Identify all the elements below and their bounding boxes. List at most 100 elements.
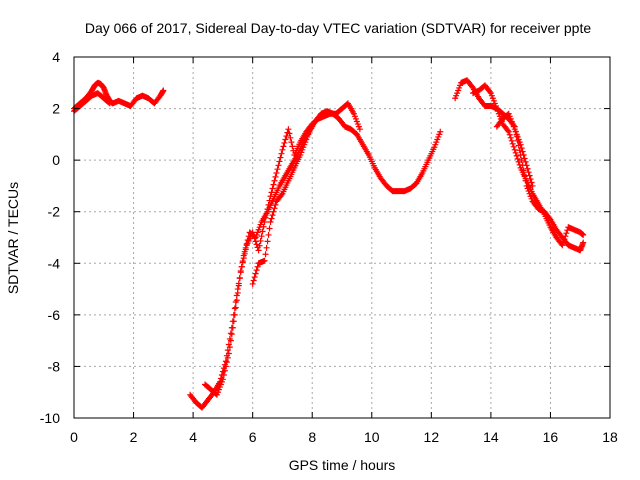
y-axis-label: SDTVAR / TECUs [5,182,21,294]
data-point [224,347,231,354]
data-point [258,233,265,240]
data-point [265,201,272,208]
data-point [264,238,271,245]
data-point [509,140,516,147]
data-point [271,205,278,212]
y-tick-label: -2 [48,204,61,220]
data-point [268,189,275,196]
data-point [513,152,520,159]
x-tick-label: 6 [249,429,257,445]
data-point [518,145,525,152]
data-point [288,139,295,146]
data-point [508,137,515,144]
data-point [521,155,528,162]
data-point [231,305,238,312]
data-point [511,146,518,153]
data-point [224,354,231,361]
y-tick-label: -6 [48,307,61,323]
data-point [523,162,530,169]
data-point [270,208,277,215]
data-point [249,280,256,287]
data-point [561,236,568,243]
data-point [278,191,285,198]
data-point [504,127,511,134]
data-point [529,182,536,189]
y-tick-label: 0 [52,152,60,168]
data-point [275,162,282,169]
data-point [220,372,227,379]
data-point [262,251,269,258]
data-point [281,139,288,146]
plot-frame [73,56,611,419]
data-point [527,176,534,183]
data-point [228,331,235,338]
data-point [309,121,316,128]
data-point [253,267,260,274]
data-point [240,255,247,262]
data-point [221,367,228,374]
data-point [274,166,281,173]
data-point [266,225,273,232]
data-point [270,181,277,188]
chart-title: Day 066 of 2017, Sidereal Day-to-day VTE… [85,20,592,36]
y-tick-label: -8 [48,358,61,374]
data-point [515,158,522,165]
data-point [266,197,273,204]
data-point [286,130,293,137]
x-tick-label: 4 [189,429,197,445]
data-point [222,363,229,370]
data-point [232,304,239,311]
data-point [271,177,278,184]
data-point [526,172,533,179]
data-point [254,263,261,270]
data-point [269,212,276,219]
axis-ticks [73,56,611,419]
data-point [227,330,234,337]
data-point [106,100,113,107]
x-tick-label: 0 [70,429,78,445]
data-point [268,215,275,222]
data-point [287,134,294,141]
data-point [273,170,280,177]
data-point [260,223,267,230]
data-point [251,235,258,242]
data-point [285,126,292,133]
data-point [265,231,272,238]
data-point [263,210,270,217]
x-tick-labels: 0 2 4 6 8 10 12 14 16 18 [70,429,618,445]
data-point [514,155,521,162]
data-point [241,250,248,257]
data-point [272,173,279,180]
y-tick-label: -4 [48,255,61,271]
data-point [261,257,268,264]
data-point [105,99,112,106]
data-point [278,150,285,157]
data-point [528,179,535,186]
data-point [264,206,271,213]
data-point [580,231,587,238]
data-point [469,83,476,90]
data-point [256,242,263,249]
data-point [234,289,241,296]
data-point [239,259,246,266]
data-point [562,233,569,240]
data-point [524,165,531,172]
data-points [71,77,587,411]
data-point [272,201,279,208]
data-point [277,154,284,161]
data-point [226,344,233,351]
data-point [559,242,566,249]
data-point [580,239,587,246]
data-point [238,263,245,270]
data-point [236,275,243,282]
data-point [505,128,512,135]
data-point [437,128,444,135]
x-tick-label: 14 [483,429,499,445]
data-point [231,311,238,318]
data-point [522,158,529,165]
data-point [520,151,527,158]
x-axis-label: GPS time / hours [289,457,396,473]
data-point [280,143,287,150]
data-point [289,143,296,150]
